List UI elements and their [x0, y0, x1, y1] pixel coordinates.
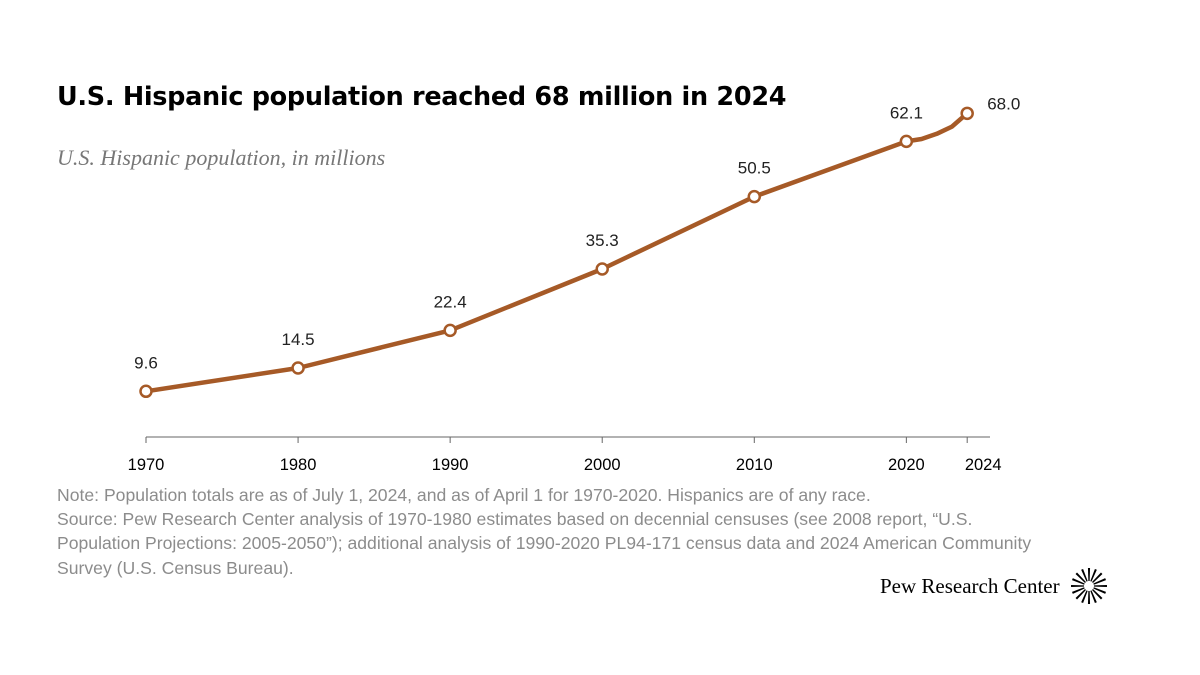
x-tick-label: 2010 [736, 456, 773, 474]
sunburst-ray [1087, 590, 1090, 604]
line-chart: 1970 1980 1990 2000 2010 2020 2024 9.6 14.5 22.4 3… [128, 94, 1021, 474]
sunburst-ray [1080, 569, 1088, 582]
note-text: Note: Population totals are as of July 1… [57, 485, 871, 505]
x-tick-label: 1990 [432, 456, 469, 474]
data-point [595, 262, 609, 276]
chart-notes: Note: Population totals are as of July 1… [57, 483, 1057, 580]
sunburst-ray [1092, 587, 1106, 594]
sunburst-ray [1089, 569, 1097, 582]
sunburst-ray [1087, 568, 1090, 582]
chart-title: U.S. Hispanic population reached 68 mill… [57, 82, 787, 112]
sunburst-ray [1093, 584, 1107, 588]
data-label: 68.0 [987, 94, 1020, 113]
data-label: 50.5 [738, 159, 771, 178]
sunburst-ray [1091, 572, 1103, 583]
x-tick-label: 2000 [584, 456, 621, 474]
data-point [443, 323, 457, 338]
x-tick-label: 2020 [888, 456, 925, 474]
pew-logo: Pew Research Center [880, 567, 1108, 605]
sunburst-ray [1080, 590, 1088, 603]
sunburst-ray [1091, 589, 1103, 600]
data-label: 9.6 [134, 353, 158, 372]
sunburst-ray [1070, 584, 1084, 588]
data-label: 14.5 [282, 330, 315, 349]
chart-subtitle: U.S. Hispanic population, in millions [57, 145, 386, 170]
pew-sunburst-icon [1070, 568, 1107, 604]
sunburst-ray [1075, 572, 1086, 583]
data-label: 35.3 [586, 231, 619, 250]
x-tick-label: 1980 [280, 456, 317, 474]
data-point [899, 134, 914, 149]
sunburst-ray [1071, 587, 1085, 594]
source-text: Source: Pew Research Center analysis of … [57, 509, 1032, 578]
sunburst-ray [1092, 578, 1106, 585]
sunburst-ray [1071, 578, 1085, 585]
x-tick-label: 2024 [965, 456, 1002, 474]
data-point [139, 384, 153, 399]
logo-text: Pew Research Center [880, 573, 1060, 598]
sunburst-ray [1089, 590, 1097, 603]
data-point [747, 189, 762, 204]
data-label: 62.1 [890, 103, 923, 122]
data-point [960, 106, 974, 121]
data-point [291, 361, 305, 375]
series-line [143, 111, 970, 394]
sunburst-ray [1075, 589, 1086, 600]
x-tick-label: 1970 [128, 456, 165, 474]
data-label: 22.4 [434, 292, 467, 311]
